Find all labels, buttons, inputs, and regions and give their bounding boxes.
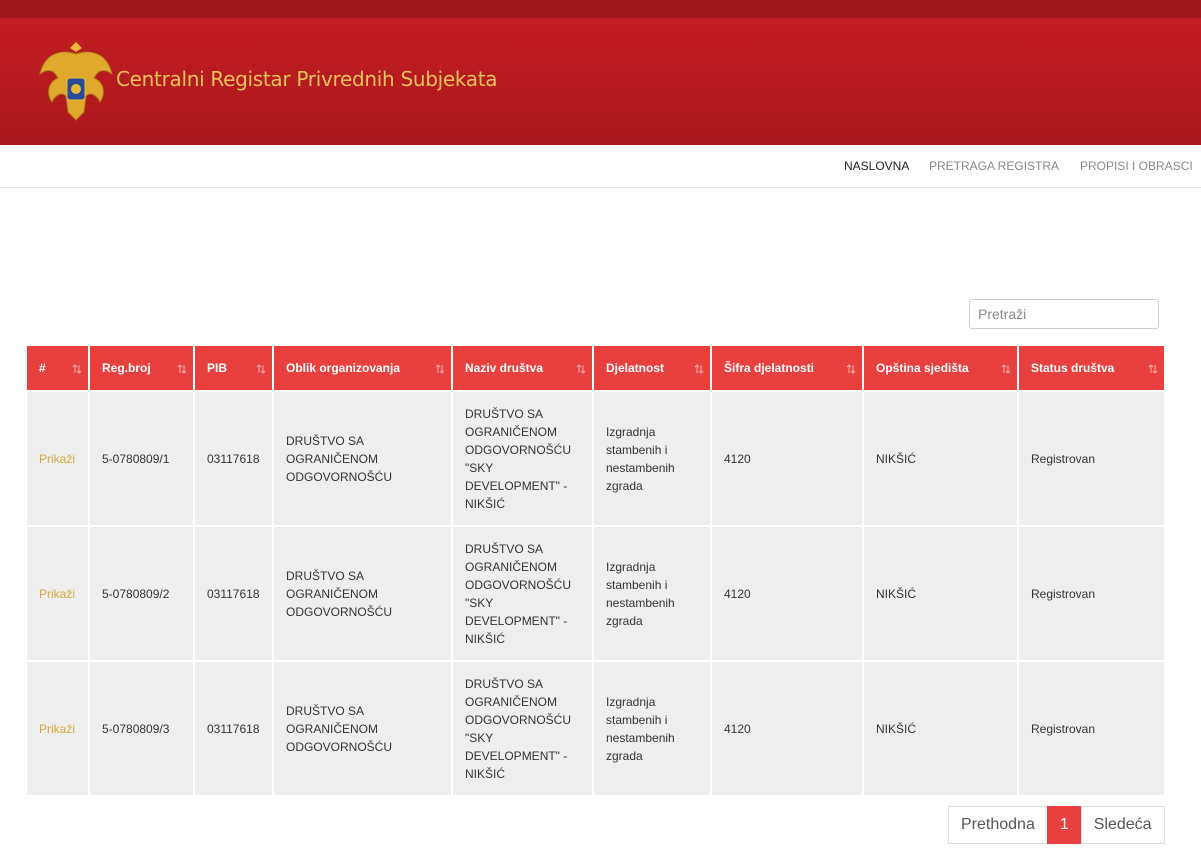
search-input[interactable]: Pretraži [969, 299, 1159, 329]
sort-icon [72, 364, 82, 374]
table-row: Prikaži 5-0780809/3 03117618 DRUŠTVO SA OGR… [27, 662, 1164, 795]
column-header[interactable]: Naziv društva [453, 346, 592, 390]
table-cell: Izgradnja stambenih i nestambenih zgrada [594, 392, 710, 525]
column-header[interactable]: Oblik organizovanja [274, 346, 451, 390]
column-header[interactable]: # [27, 346, 88, 390]
view-link[interactable]: Prikaži [39, 586, 76, 601]
table-cell: DRUŠTVO SA OGRANIČENOM ODGOVORNOŠĆU "SKY… [453, 662, 592, 795]
column-header[interactable]: Reg.broj [90, 346, 193, 390]
sort-icon [256, 364, 266, 374]
table-cell: Registrovan [1019, 392, 1164, 525]
nav-link[interactable]: PRETRAGA REGISTRA [929, 159, 1060, 173]
nav-link[interactable]: NASLOVNA [844, 159, 910, 173]
table-cell: DRUŠTVO SA OGRANIČENOM ODGOVORNOŠĆU [274, 662, 451, 795]
column-header[interactable]: PIB [195, 346, 272, 390]
sort-icon [435, 364, 445, 374]
table-cell: 4120 [712, 392, 862, 525]
emblem [39, 42, 113, 121]
sort-icon [694, 364, 704, 374]
results-table: # Reg.broj PIB Oblik organizovanja Naziv dru… [25, 344, 1166, 797]
nav-bar: NASLOVNA PRETRAGA REGISTRA PROPISI I OBR… [0, 145, 1201, 188]
column-header[interactable]: Status društva [1019, 346, 1164, 390]
table-row: Prikaži 5-0780809/2 03117618 DRUŠTVO SA OGR… [27, 527, 1164, 660]
sort-icon [846, 364, 856, 374]
prev-button[interactable]: Prethodna [948, 806, 1048, 844]
column-header[interactable]: Opština sjedišta [864, 346, 1017, 390]
table-cell: Prikaži [27, 527, 88, 660]
table-cell: NIKŠIĆ [864, 527, 1017, 660]
table-cell: 4120 [712, 662, 862, 795]
sort-icon [177, 364, 187, 374]
table-cell: DRUŠTVO SA OGRANIČENOM ODGOVORNOŠĆU [274, 392, 451, 525]
table-cell: NIKŠIĆ [864, 392, 1017, 525]
view-link[interactable]: Prikaži [39, 721, 76, 736]
next-button[interactable]: Sledeća [1080, 806, 1165, 844]
header-row: # Reg.broj PIB Oblik organizovanja Naziv dru… [27, 346, 1164, 390]
table-cell: Registrovan [1019, 662, 1164, 795]
table-cell: Prikaži [27, 392, 88, 525]
table-cell: Izgradnja stambenih i nestambenih zgrada [594, 662, 710, 795]
table-cell: 5-0780809/2 [90, 527, 193, 660]
table-row: Prikaži 5-0780809/1 03117618 DRUŠTVO SA OGR… [27, 392, 1164, 525]
table-cell: 4120 [712, 527, 862, 660]
table-cell: 03117618 [195, 527, 272, 660]
nav-link[interactable]: PROPISI I OBRASCI [1080, 159, 1193, 173]
sort-icon [1148, 364, 1158, 374]
table-cell: Prikaži [27, 662, 88, 795]
table-cell: 03117618 [195, 662, 272, 795]
page-button[interactable]: 1 [1046, 806, 1082, 844]
table-cell: NIKŠIĆ [864, 662, 1017, 795]
sort-icon [1001, 364, 1011, 374]
table-cell: DRUŠTVO SA OGRANIČENOM ODGOVORNOŠĆU "SKY… [453, 392, 592, 525]
table-cell: Izgradnja stambenih i nestambenih zgrada [594, 527, 710, 660]
column-header[interactable]: Djelatnost [594, 346, 710, 390]
sort-icon [576, 364, 586, 374]
table-cell: 5-0780809/1 [90, 392, 193, 525]
site-title: Centralni Registar Privrednih Subjekata [116, 67, 498, 91]
banner: Centralni Registar Privrednih Subjekata [0, 18, 1201, 145]
table-cell: 03117618 [195, 392, 272, 525]
column-header[interactable]: Šifra djelatnosti [712, 346, 862, 390]
table-cell: 5-0780809/3 [90, 662, 193, 795]
top-bar [0, 0, 1201, 18]
table-cell: Registrovan [1019, 527, 1164, 660]
table-body: Prikaži 5-0780809/1 03117618 DRUŠTVO SA OGR… [27, 392, 1164, 795]
view-link[interactable]: Prikaži [39, 451, 76, 466]
table-cell: DRUŠTVO SA OGRANIČENOM ODGOVORNOŠĆU "SKY… [453, 527, 592, 660]
pagination: Prethodna 1 Sledeća [948, 806, 1165, 844]
table-cell: DRUŠTVO SA OGRANIČENOM ODGOVORNOŠĆU [274, 527, 451, 660]
